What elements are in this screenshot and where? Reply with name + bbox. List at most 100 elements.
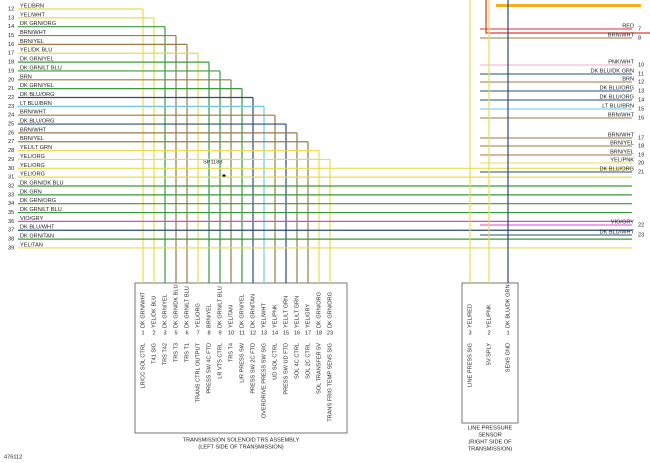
wire-number: 28 (8, 148, 14, 154)
wire-number: 26 (8, 130, 14, 136)
wire-label: DK GRN/LT BLU (20, 207, 62, 213)
wire-number: 35 (8, 210, 14, 216)
pin-number: 2 (152, 330, 155, 336)
wire-label: BRN/WHT (608, 112, 635, 118)
wire-label: VIO/GRY (611, 219, 634, 225)
pin-wire: YEL/PNK (486, 304, 492, 328)
wire-label: DK BLU/DK GRN (590, 68, 634, 74)
pin-function: SENS GND (505, 343, 511, 372)
pin-function: PRESS SW 4C FTD (206, 343, 212, 394)
wire-number: 27 (8, 139, 14, 145)
pin-function: OVERDRIVE PRESS SW SIG (261, 343, 267, 418)
pin-function: TRANS CTRL OUTPUT (195, 342, 201, 402)
wire-number: 11 (638, 71, 644, 77)
sensor-title: SENSOR (478, 432, 502, 438)
pin-number: 8 (207, 330, 210, 336)
pin-wire: DK GRN/ORG (327, 292, 333, 328)
pin-number: 12 (250, 330, 256, 336)
wire-number: 10 (638, 62, 644, 68)
pin-number: 1 (141, 330, 144, 336)
wire-number: 15 (638, 106, 644, 112)
wire-number: 31 (8, 175, 14, 181)
wire-label: DK BLU/ORG (599, 94, 634, 100)
pin-wire: DK GRN/DK BLU (173, 284, 179, 328)
wire-number: 19 (8, 68, 14, 74)
wire-label: PNK/WHT (608, 59, 634, 65)
splice-label: SP1183 (203, 159, 223, 165)
wire-label: BRN (20, 74, 32, 80)
wire-label: BRN/WHT (608, 32, 635, 38)
wire-label: DK GRN/DK BLU (20, 180, 64, 186)
wire-number: 34 (8, 201, 14, 207)
wire-number: 19 (638, 152, 644, 158)
orange-bar (496, 4, 641, 7)
wire-label: BRN/WHT (20, 110, 47, 116)
wire-label: YEL/ORG (20, 154, 45, 160)
pin-number: 3 (468, 330, 471, 336)
pin-function: TRANS FRIG TEMP SENS SIG (327, 343, 333, 422)
wire-number: 17 (8, 51, 14, 57)
solenoid-subtitle: (LEFT SIDE OF TRANSMISSION) (198, 444, 283, 450)
pin-wire: DK GRN/LT BLU (184, 286, 190, 328)
wire-number: 21 (638, 169, 644, 175)
wire-label: DK BLU/ORG (599, 166, 634, 172)
wire-label: DK BLU/ORG (599, 85, 634, 91)
wire-label: DK GRN/YEL (20, 57, 54, 63)
wire-label: BRN/YEL (20, 136, 44, 142)
pin-wire: YEL/GRY (305, 304, 311, 328)
wire-label: YEL/PNK (610, 157, 634, 163)
pin-wire: YEL/LT GRN (283, 296, 289, 328)
sensor-title: (RIGHT SIDE OF (468, 439, 512, 445)
pin-wire: DK GRN/TAN (250, 294, 256, 328)
pin-number: 1 (506, 330, 509, 336)
pin-number: 18 (316, 330, 322, 336)
pin-function: T41 SIG (151, 343, 157, 364)
wire-number: 39 (8, 245, 14, 251)
wire-label: LT BLU/BRN (602, 103, 634, 109)
wire-label: BRN/YEL (610, 140, 634, 146)
pin-wire: DK GRN/YEL (162, 294, 168, 328)
wire-number: 14 (638, 97, 644, 103)
wire-number: 22 (638, 222, 644, 228)
wire-number: 13 (638, 88, 644, 94)
wire-number: 16 (638, 115, 644, 121)
pin-function: TRS T4 (228, 343, 234, 362)
pin-function: SOL 2C CTRL (305, 343, 311, 379)
pin-function: TRS T42 (162, 343, 168, 365)
pin-wire: YEL/ORG (195, 303, 201, 328)
wire-label: BRN (622, 76, 634, 82)
wire-number: 18 (638, 143, 644, 149)
wire-label: VIO/GRY (20, 216, 43, 222)
wire-label: DK GRN/LT BLU (20, 65, 62, 71)
pin-wire: YEL/PNK (272, 304, 278, 328)
wire-label: LT BLU/BRN (20, 101, 52, 107)
wire-number: 17 (638, 135, 644, 141)
solenoid-title: TRANSMISSION SOLENOID TRS ASSEMBLY (183, 437, 300, 443)
sensor-connector (461, 282, 519, 424)
wire-number: 20 (638, 160, 644, 166)
pin-function: UD SOL CTRL (272, 343, 278, 380)
pin-number: 5 (174, 330, 177, 336)
pin-number: 14 (272, 330, 278, 336)
wire-number: 29 (8, 157, 14, 163)
pin-wire: YEL/TAN (228, 305, 234, 328)
wire-label: YEL/TAN (20, 242, 43, 248)
pin-function: PRESS SW UD FTD (283, 343, 289, 395)
wire-label: BRN/WHT (20, 127, 47, 133)
figure-id: 476112 (4, 454, 22, 460)
pin-function: LR VTS CTRL (217, 343, 223, 379)
wire-number: 24 (8, 113, 14, 119)
solenoid-connector (134, 282, 348, 434)
wire-number: 23 (638, 232, 644, 238)
pin-wire: BRN/YEL (206, 304, 212, 328)
wire-label: DK BLU/WHT (20, 225, 55, 231)
wire-label: YEL/ORG (20, 163, 45, 169)
wire-number: 32 (8, 183, 14, 189)
wire-label: BRN/WHT (20, 30, 47, 36)
wire-label: BRN/YEL (20, 39, 44, 45)
wire-label: DK GRN/ORG (20, 21, 56, 27)
pin-wire: DK GRN/YEL (239, 294, 245, 328)
wire-number: 33 (8, 192, 14, 198)
wire-label: DK GRN/TAN (20, 234, 54, 240)
